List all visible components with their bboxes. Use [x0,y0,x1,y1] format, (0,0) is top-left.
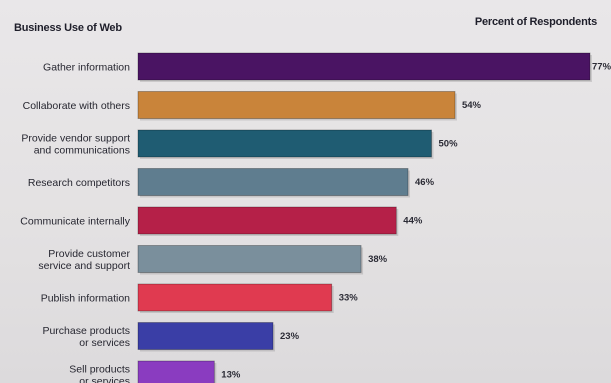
category-label: Publish information [41,293,130,305]
category-label: Communicate internally [20,216,130,228]
bar [137,52,591,81]
value-label: 44% [403,216,423,227]
category-label: Gather information [43,62,130,74]
value-label: 38% [368,254,388,265]
value-label: 54% [462,100,482,111]
value-label: 23% [280,331,300,342]
value-label: 77% [592,62,611,73]
bar [137,360,215,383]
bar [137,206,397,235]
bar [137,283,333,312]
category-label: Provide vendor support and communications [21,133,130,157]
category-label: Collaborate with others [23,100,130,112]
bar [137,322,274,350]
bar [137,91,456,119]
bar [137,245,362,273]
value-label: 13% [221,370,241,381]
bar [137,168,409,196]
value-label: 50% [439,139,459,150]
value-axis-title: Percent of Respondents [474,16,597,28]
bar [137,129,432,158]
category-label: Purchase products or services [42,325,130,349]
category-label: Research competitors [28,177,130,189]
value-label: 33% [339,293,359,304]
chart-title: Business Use of Web [14,22,122,34]
value-label: 46% [415,177,435,188]
category-label: Provide customer service and support [38,248,130,272]
category-label: Sell products or services [69,364,130,383]
